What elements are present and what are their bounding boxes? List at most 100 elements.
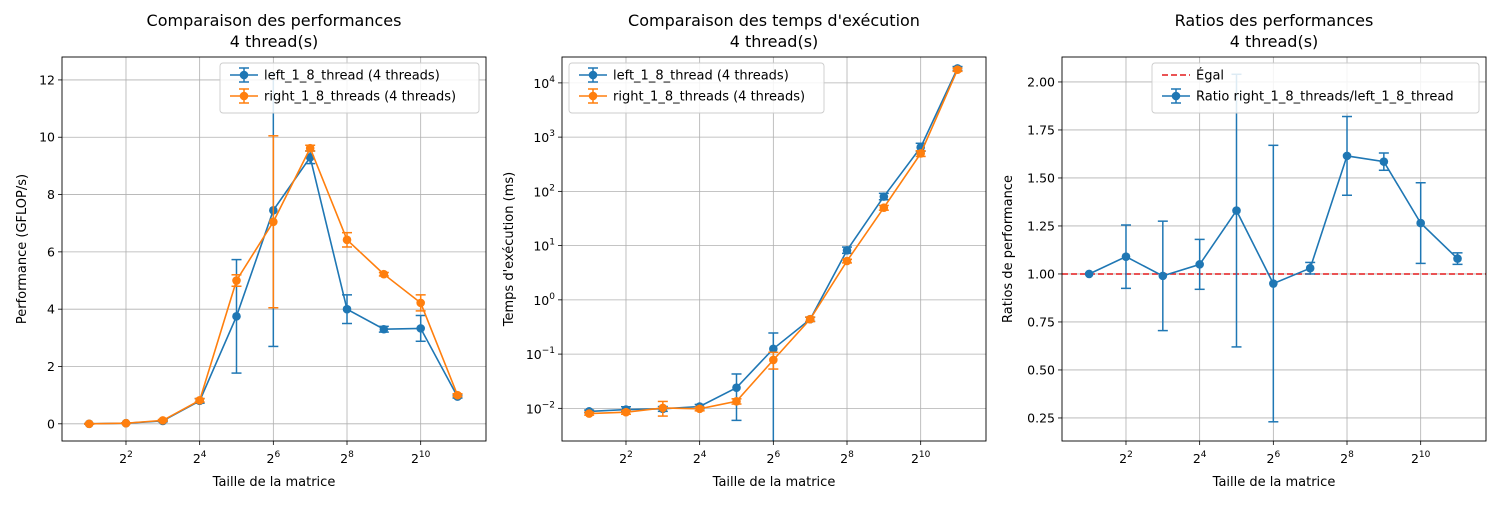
legend: Égal Ratio right_1_8_threads/left_1_8_thr… [1151,62,1480,114]
data-point [732,396,741,406]
legend-marker [1162,88,1190,104]
legend: left_1_8_thread (4 threads) right_1_8_thr… [568,62,825,114]
x-tick-label: 210 [1411,450,1431,466]
x-tick-label: 22 [619,450,633,466]
y-tick-label: 12 [39,72,55,87]
y-tick-label: 8 [47,187,55,202]
data-point [416,324,425,333]
legend-marker [579,67,607,83]
x-axis-label: Taille de la matrice [212,475,336,490]
legend-label: left_1_8_thread (4 threads) [264,69,440,84]
x-tick-label: 26 [266,450,280,466]
data-point [453,390,462,400]
data-point [232,312,241,321]
legend: left_1_8_thread (4 threads) right_1_8_thr… [219,62,480,114]
chart-subtitle: 4 thread(s) [230,32,319,51]
legend-label: Égal [1196,68,1224,84]
x-tick-label: 210 [911,450,931,466]
axes-frame [561,56,987,442]
y-tick-label: 104 [533,75,555,91]
data-point [121,418,131,428]
x-tick-label: 210 [411,450,431,466]
data-point [1269,279,1278,288]
data-point [342,235,352,245]
y-tick-label: 0 [47,416,55,431]
x-axis-label: Taille de la matrice [1212,475,1336,490]
data-point [379,269,389,279]
y-tick-label: 1.50 [1027,170,1055,185]
y-tick-label: 0.75 [1027,314,1055,329]
y-tick-label: 1.00 [1027,266,1055,281]
plot-area [84,73,463,429]
data-point [769,344,778,354]
y-tick-label: 1.25 [1027,218,1055,233]
y-tick-label: 4 [47,302,55,317]
data-point [584,409,594,418]
x-tick-label: 26 [766,450,780,466]
y-tick-label: 10−1 [526,346,555,362]
legend-marker [230,88,258,104]
y-tick-label: 102 [533,183,555,199]
data-point [1158,271,1168,281]
data-point [1379,157,1389,166]
data-point [379,324,389,334]
x-tick-label: 26 [1266,450,1280,466]
y-axis-label: Performance (GFLOP/s) [15,174,30,324]
data-point [769,355,778,365]
legend-box [1151,62,1480,114]
plot-area [584,64,963,441]
x-tick-label: 22 [1119,450,1133,466]
data-point [1416,218,1425,228]
axes-frame [61,56,487,442]
data-point [84,419,94,429]
y-tick-label: 10 [39,130,55,145]
data-point [732,383,741,393]
data-point [158,416,168,425]
y-tick-label: 2 [47,359,55,374]
y-axis-label: Ratios de performance [1001,175,1016,323]
legend-box [219,62,480,114]
data-point [1195,260,1204,269]
chart-subtitle: 4 thread(s) [1230,32,1319,51]
data-point [1453,254,1462,263]
legend-marker [230,67,258,83]
data-point [842,256,852,266]
data-point [916,149,925,158]
x-axis-label: Taille de la matrice [712,475,836,490]
y-tick-label: 101 [533,238,555,254]
plot-area [1062,73,1486,423]
x-tick-label: 28 [1340,450,1354,466]
x-tick-label: 28 [840,450,854,466]
legend-box [568,62,825,114]
data-point [1121,252,1131,261]
data-point [1342,151,1352,161]
y-tick-label: 0.50 [1027,362,1055,377]
chart-panel-2: 22 24 26 28 210 10−2 10−1 100 101 102 103 104 Compar… [502,11,987,490]
data-point [305,143,315,153]
data-point [805,314,815,324]
chart-title: Comparaison des temps d'exécution [628,11,920,30]
chart-subtitle: 4 thread(s) [730,32,819,51]
data-point [695,404,704,414]
y-tick-label: 103 [533,129,555,145]
legend-label: Ratio right_1_8_threads/left_1_8_thread [1196,90,1454,105]
series-2 [84,135,463,429]
data-point [1305,263,1315,273]
y-tick-label: 2.00 [1027,74,1055,89]
axes-frame [1061,56,1487,442]
y-tick-label: 0.25 [1027,410,1055,425]
data-point [269,217,278,227]
y-tick-label: 6 [47,244,55,259]
y-tick-label: 100 [533,292,555,308]
chart-panel-3: 22 24 26 28 210 0.25 0.50 0.75 1.00 1.25 1.50 1.75 2… [1001,11,1487,490]
y-axis-label: Temps d'exécution (ms) [502,172,517,327]
y-tick-label: 1.75 [1027,122,1055,137]
x-tick-label: 24 [1193,450,1207,466]
data-point [621,407,631,417]
data-point [953,65,962,74]
data-point [879,203,889,212]
data-point [1232,206,1241,215]
data-point [195,396,204,405]
